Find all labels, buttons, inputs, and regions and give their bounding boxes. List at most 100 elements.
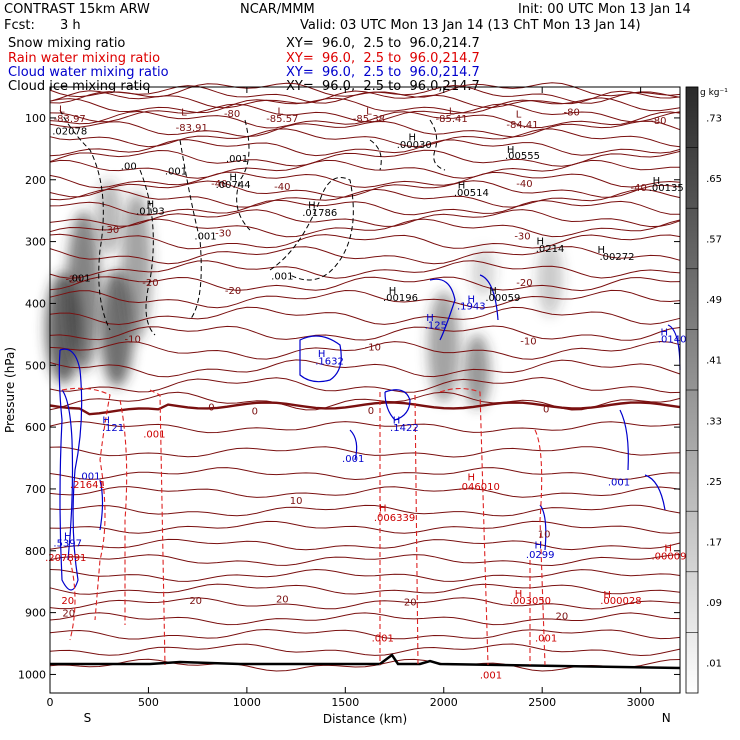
contour-label-79: H [393, 416, 401, 427]
contour-label-101: .001 [372, 633, 394, 644]
cloudwater-contour-6 [429, 278, 456, 341]
contour-label-29: -85.38 [353, 114, 385, 125]
cloudwater-contour-8 [539, 504, 547, 551]
temperature-contour-6 [49, 120, 681, 138]
contour-label-65: H [389, 286, 397, 297]
endpoint-north: N [662, 711, 671, 725]
contour-label-63: H [597, 245, 605, 256]
temperature-contour-10 [49, 159, 680, 179]
contour-label-57: H [458, 181, 466, 192]
contour-label-76: .0140 [658, 335, 687, 346]
contour-label-18: 0 [252, 406, 258, 417]
temperature-contour-8 [49, 139, 681, 157]
plot-frame [49, 86, 681, 694]
contour-label-66: .00196 [383, 293, 418, 304]
temperature-contour-27 [49, 391, 681, 411]
temperature-contour-35 [49, 553, 681, 567]
contour-label-9: -30 [514, 231, 530, 242]
temperature-contour-0 [49, 82, 681, 98]
contour-label-92: .046010 [459, 482, 500, 493]
contour-label-24: 20 [276, 594, 289, 605]
temperature-contour-29 [49, 446, 681, 458]
contour-label-56: .00555 [505, 151, 540, 162]
snow-contour-3 [236, 119, 251, 231]
contour-label-60: .00135 [649, 183, 684, 194]
cloudwater-contour-1 [61, 389, 74, 561]
contour-label-93: H [379, 503, 387, 514]
contour-label-34: L [181, 108, 187, 119]
contour-label-86: H [534, 541, 542, 552]
y-tick-label-3: 400 [25, 297, 46, 310]
rain-contour-0 [61, 387, 111, 621]
contour-label-43: .001 [226, 154, 248, 165]
temperature-contour-34 [49, 538, 681, 551]
contour-label-102: .001 [535, 633, 557, 644]
contour-label-103: .001 [480, 670, 502, 681]
contour-label-39: L [59, 105, 65, 116]
temperature-contour-31 [49, 486, 681, 498]
contour-label-100: .000028 [600, 596, 641, 607]
temperature-contour-19 [49, 260, 681, 279]
contour-label-88: .001 [143, 429, 165, 440]
contour-label-96: .000090 [651, 552, 692, 563]
snow-contour-6 [429, 119, 446, 171]
contour-label-44: H [229, 173, 237, 184]
contour-label-62: .0214 [536, 244, 565, 255]
contour-label-80: .1422 [390, 423, 419, 434]
endpoint-south: S [84, 711, 92, 725]
temperature-contour-9 [49, 149, 681, 167]
temperature-contour-32 [49, 504, 681, 517]
y-tick-label-1: 200 [25, 174, 46, 187]
contour-label-14: -10 [125, 335, 141, 346]
contour-label-61: H [536, 236, 544, 247]
cloudwater-contour-7 [479, 274, 499, 321]
colorbar-label-2: .17 [706, 538, 722, 549]
temperature-contour-3 [49, 97, 681, 114]
colorbar-label-7: .57 [706, 235, 722, 246]
cloudwater-contour-9 [619, 409, 629, 471]
y-tick-label-9: 1000 [18, 668, 46, 681]
colorbar-label-5: .41 [706, 356, 722, 367]
contour-label-50: .01786 [302, 208, 337, 219]
contour-label-55: H [507, 145, 515, 156]
temperature-contour-24 [49, 340, 681, 360]
temperature-contour-30 [49, 467, 681, 481]
x-tick-label-5: 2500 [528, 696, 556, 709]
contour-label-6: -40 [630, 183, 646, 194]
contour-label-48: .001 [194, 231, 216, 242]
contour-label-64: .00272 [600, 252, 635, 263]
contour-label-77: H [102, 416, 110, 427]
contour-label-38: L [516, 110, 522, 121]
field-rain-xy: XY= 96.0, 2.5 to 96.0,214.7 [286, 51, 480, 66]
contour-label-3: -40 [211, 179, 227, 190]
contour-label-70: .1943 [457, 301, 486, 312]
contour-label-22: 10 [538, 529, 551, 540]
contour-label-54: .00030 [397, 140, 432, 151]
snow-shading-8 [471, 247, 496, 298]
temperature-contour-40 [49, 628, 681, 640]
field-snow-xy: XY= 96.0, 2.5 to 96.0,214.7 [286, 36, 480, 51]
contour-label-69: H [468, 294, 476, 305]
zero-degree-isotherm [49, 401, 681, 416]
temperature-contour-22 [49, 306, 681, 326]
temperature-contour-12 [49, 180, 681, 198]
y-tick-label-6: 700 [25, 483, 46, 496]
field-cloudwater-xy: XY= 96.0, 2.5 to 96.0,214.7 [286, 65, 480, 80]
contour-label-15: -10 [365, 343, 381, 354]
snow-shading-3 [121, 192, 152, 341]
contour-label-5: -40 [516, 179, 532, 190]
cloudwater-contour-4 [349, 429, 358, 461]
contour-label-67: H [489, 286, 497, 297]
contour-label-37: L [449, 106, 455, 117]
temperature-contour-5 [49, 110, 681, 129]
contour-label-52: .001 [68, 273, 90, 284]
contour-label-75: H [660, 327, 668, 338]
temperature-contour-18 [49, 246, 681, 265]
contour-label-82: .001 [78, 471, 100, 482]
contour-label-21: 10 [290, 496, 303, 507]
temperature-contour-11 [49, 171, 681, 189]
rain-contour-5 [414, 394, 419, 666]
contour-label-16: -10 [520, 337, 536, 348]
center-name: NCAR/MMM [240, 2, 315, 17]
